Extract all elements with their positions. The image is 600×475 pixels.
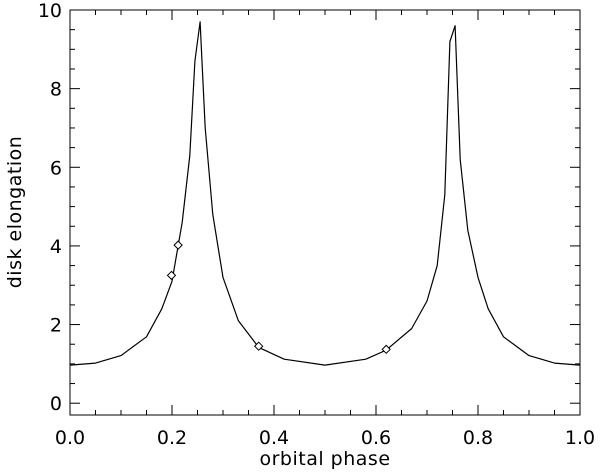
y-tick-label: 0 bbox=[50, 393, 62, 415]
y-tick-label: 2 bbox=[50, 315, 62, 337]
data-point-diamond bbox=[173, 240, 183, 250]
x-tick-label: 0.6 bbox=[361, 427, 391, 449]
x-tick-label: 1.0 bbox=[565, 427, 595, 449]
y-tick-label: 6 bbox=[50, 157, 62, 179]
y-axis-label: disk elongation bbox=[4, 136, 26, 289]
series-curves bbox=[69, 21, 581, 366]
y-tick-label: 4 bbox=[50, 236, 62, 258]
y-tick-label: 10 bbox=[38, 0, 62, 22]
y-tick-label: 8 bbox=[50, 79, 62, 101]
data-point-diamond bbox=[253, 341, 264, 351]
data-point-diamond bbox=[166, 270, 177, 281]
x-tick-label: 0.8 bbox=[463, 427, 493, 449]
x-axis-label: orbital phase bbox=[259, 448, 390, 470]
series-markers bbox=[166, 240, 391, 355]
plot-frame bbox=[69, 9, 581, 416]
data-point-diamond bbox=[381, 344, 391, 355]
series-line bbox=[69, 21, 581, 366]
axis-ticks bbox=[69, 9, 581, 415]
tick-labels: 0.0 0.2 0.4 0.6 0.8 1.0 0 2 4 6 8 10 bbox=[38, 0, 595, 449]
x-tick-label: 0.2 bbox=[157, 427, 187, 449]
x-tick-label: 0.4 bbox=[259, 427, 289, 449]
x-tick-label: 0.0 bbox=[55, 427, 85, 449]
